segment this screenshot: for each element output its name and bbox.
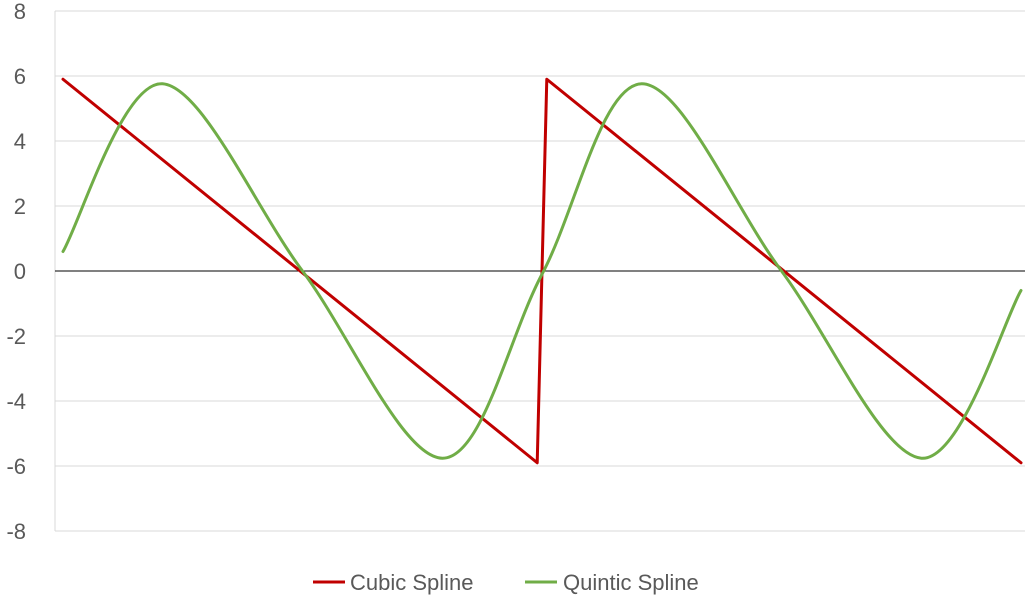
- y-tick-label: 6: [14, 64, 26, 89]
- y-tick-label: -8: [6, 519, 26, 544]
- legend: Cubic Spline Quintic Spline: [313, 570, 699, 595]
- y-tick-label: -2: [6, 324, 26, 349]
- y-tick-label: 2: [14, 194, 26, 219]
- legend-label-cubic-spline: Cubic Spline: [350, 570, 474, 595]
- y-tick-label: 4: [14, 129, 26, 154]
- series-lines: [61, 77, 1023, 465]
- series-line-quintic-spline: [61, 82, 1023, 460]
- y-tick-label: -4: [6, 389, 26, 414]
- y-tick-labels: 8 6 4 2 0 -2 -4 -6 -8: [6, 0, 26, 544]
- y-tick-label: 8: [14, 0, 26, 24]
- y-tick-label: -6: [6, 454, 26, 479]
- y-tick-label: 0: [14, 259, 26, 284]
- legend-label-quintic-spline: Quintic Spline: [563, 570, 699, 595]
